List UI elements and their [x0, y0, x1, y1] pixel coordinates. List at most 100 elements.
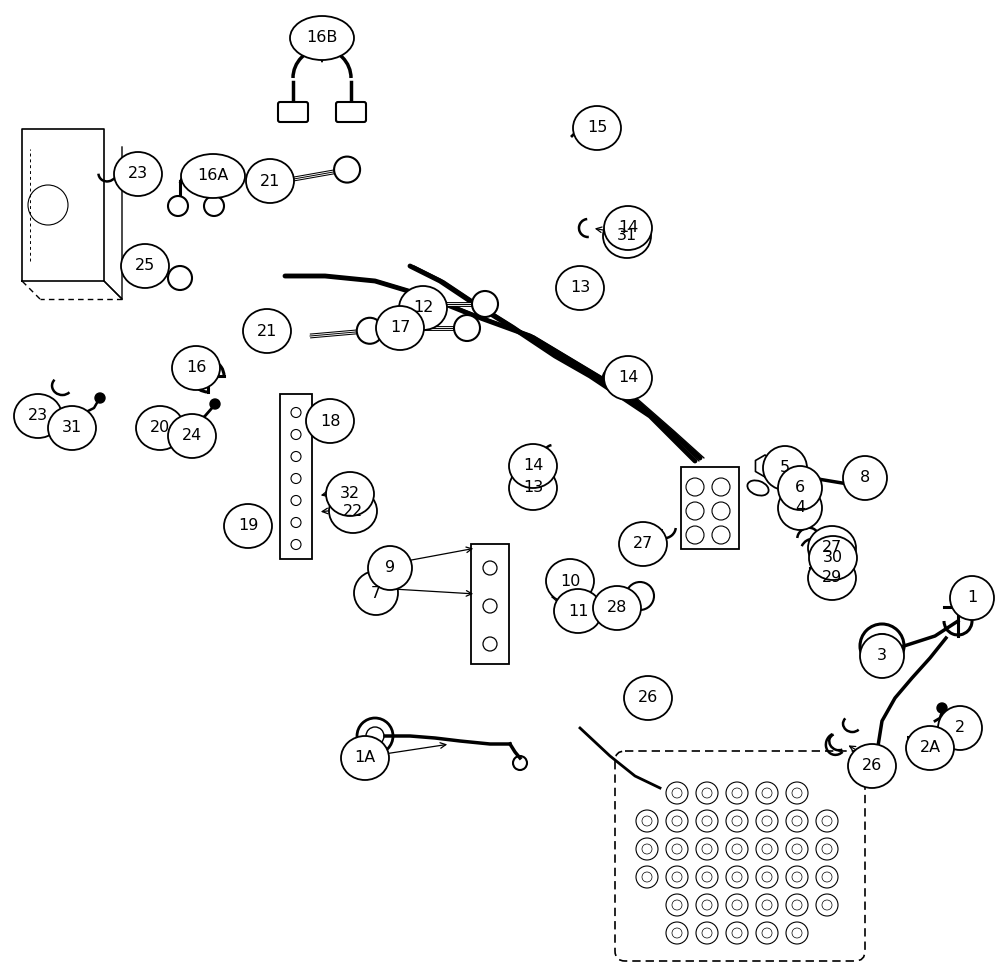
Ellipse shape: [860, 634, 904, 678]
Ellipse shape: [181, 154, 245, 198]
Text: 24: 24: [182, 428, 202, 443]
Ellipse shape: [246, 159, 294, 203]
Text: 23: 23: [28, 409, 48, 424]
Ellipse shape: [938, 706, 982, 750]
Text: 2: 2: [955, 720, 965, 736]
Ellipse shape: [399, 286, 447, 330]
Ellipse shape: [354, 571, 398, 615]
FancyBboxPatch shape: [336, 102, 366, 122]
Text: 14: 14: [618, 221, 638, 235]
Ellipse shape: [604, 206, 652, 250]
Text: 22: 22: [343, 504, 363, 518]
Ellipse shape: [843, 456, 887, 500]
Text: 13: 13: [570, 280, 590, 296]
Text: 25: 25: [135, 259, 155, 273]
Ellipse shape: [546, 559, 594, 603]
Circle shape: [204, 196, 224, 216]
Text: 32: 32: [340, 486, 360, 502]
FancyBboxPatch shape: [681, 467, 739, 549]
Ellipse shape: [778, 466, 822, 510]
Text: 16: 16: [186, 360, 206, 376]
Text: 26: 26: [862, 758, 882, 774]
Ellipse shape: [368, 546, 412, 590]
Ellipse shape: [808, 526, 856, 570]
Text: 9: 9: [385, 560, 395, 576]
Ellipse shape: [603, 214, 651, 258]
Text: 26: 26: [638, 690, 658, 706]
Ellipse shape: [341, 736, 389, 780]
Text: 12: 12: [413, 301, 433, 315]
Ellipse shape: [121, 244, 169, 288]
Ellipse shape: [306, 399, 354, 443]
Ellipse shape: [604, 356, 652, 400]
Text: 19: 19: [238, 518, 258, 534]
Text: 16B: 16B: [306, 30, 338, 46]
Text: 28: 28: [607, 600, 627, 616]
Ellipse shape: [136, 406, 184, 450]
Ellipse shape: [290, 16, 354, 60]
Text: 23: 23: [128, 167, 148, 182]
Ellipse shape: [509, 466, 557, 510]
Text: 3: 3: [877, 648, 887, 664]
Ellipse shape: [747, 480, 769, 496]
Text: 6: 6: [795, 480, 805, 496]
Text: 21: 21: [257, 323, 277, 339]
Text: 27: 27: [633, 537, 653, 551]
Ellipse shape: [168, 414, 216, 458]
Circle shape: [937, 703, 947, 713]
Circle shape: [472, 291, 498, 317]
Text: 31: 31: [62, 421, 82, 435]
Ellipse shape: [624, 676, 672, 720]
FancyBboxPatch shape: [471, 544, 509, 664]
Circle shape: [454, 315, 480, 341]
Ellipse shape: [556, 266, 604, 310]
Ellipse shape: [14, 394, 62, 438]
Text: 17: 17: [390, 320, 410, 336]
Text: 5: 5: [780, 461, 790, 475]
Circle shape: [577, 116, 587, 126]
Ellipse shape: [329, 489, 377, 533]
Text: 1: 1: [967, 590, 977, 605]
Text: 27: 27: [822, 541, 842, 555]
Text: 7: 7: [371, 586, 381, 600]
Circle shape: [168, 196, 188, 216]
Ellipse shape: [848, 744, 896, 788]
Circle shape: [210, 399, 220, 409]
Circle shape: [334, 156, 360, 183]
Ellipse shape: [763, 446, 807, 490]
Ellipse shape: [509, 444, 557, 488]
Ellipse shape: [906, 726, 954, 770]
Ellipse shape: [48, 406, 96, 450]
Ellipse shape: [778, 486, 822, 530]
Text: 4: 4: [795, 501, 805, 515]
Text: 11: 11: [568, 603, 588, 619]
Ellipse shape: [326, 472, 374, 516]
Text: 16A: 16A: [197, 169, 229, 183]
Ellipse shape: [950, 576, 994, 620]
Text: 18: 18: [320, 414, 340, 428]
Text: 29: 29: [822, 571, 842, 586]
Ellipse shape: [114, 152, 162, 196]
Ellipse shape: [809, 536, 857, 580]
FancyBboxPatch shape: [278, 102, 308, 122]
Ellipse shape: [619, 522, 667, 566]
Text: 30: 30: [823, 550, 843, 565]
Text: 14: 14: [523, 459, 543, 473]
Text: 8: 8: [860, 470, 870, 485]
Ellipse shape: [243, 309, 291, 353]
Text: 13: 13: [523, 480, 543, 496]
Ellipse shape: [593, 586, 641, 630]
Text: 10: 10: [560, 574, 580, 589]
Ellipse shape: [808, 556, 856, 600]
FancyBboxPatch shape: [280, 393, 312, 558]
Ellipse shape: [224, 504, 272, 548]
Ellipse shape: [172, 346, 220, 390]
Ellipse shape: [573, 106, 621, 150]
Text: 1A: 1A: [354, 751, 376, 765]
Circle shape: [357, 318, 383, 344]
Text: 31: 31: [617, 228, 637, 243]
Text: 15: 15: [587, 120, 607, 136]
Text: 21: 21: [260, 174, 280, 188]
FancyBboxPatch shape: [615, 751, 865, 961]
Text: 2A: 2A: [919, 741, 941, 755]
